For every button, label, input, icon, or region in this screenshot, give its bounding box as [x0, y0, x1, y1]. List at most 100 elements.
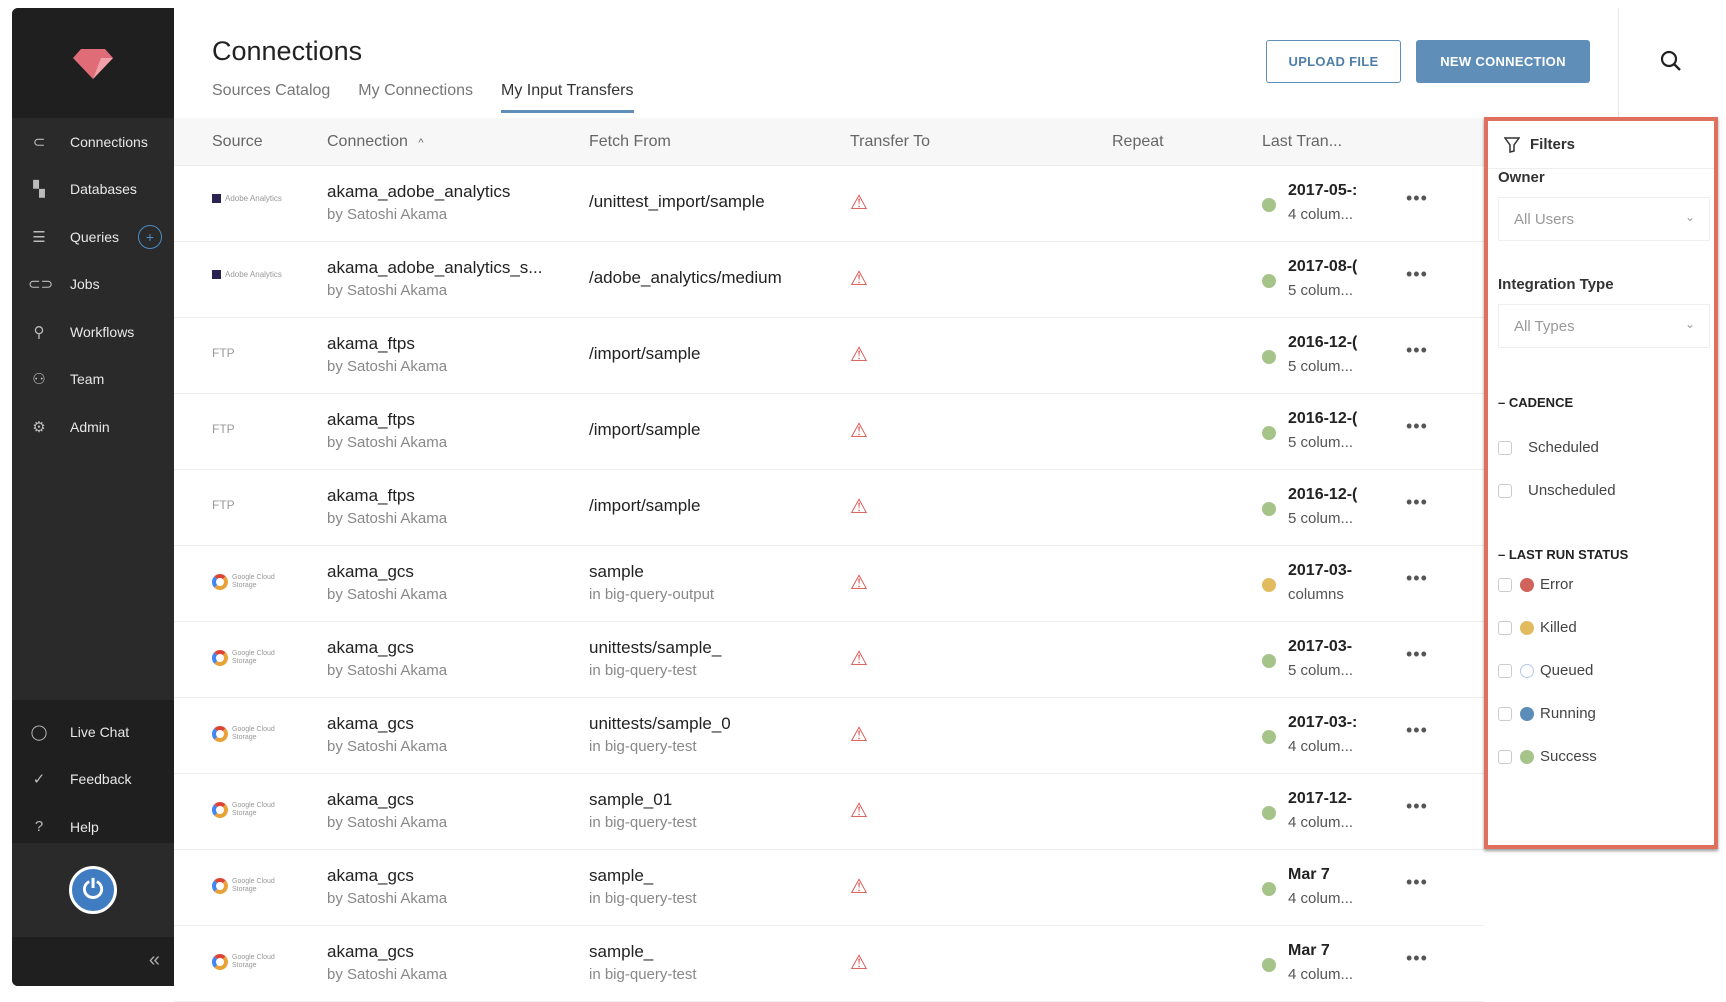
- fetch-from: unittests/sample_0: [589, 714, 731, 733]
- more-actions-icon[interactable]: •••: [1406, 492, 1428, 512]
- checkbox[interactable]: [1498, 440, 1512, 455]
- col-source[interactable]: Source: [212, 133, 263, 150]
- google-cloud-storage-logo: Google Cloud Storage: [212, 650, 278, 666]
- owner-value: All Users: [1514, 211, 1575, 228]
- col-transfer-to[interactable]: Transfer To: [850, 133, 931, 150]
- cadence-section-toggle[interactable]: – CADENCE: [1498, 395, 1574, 410]
- checkbox-status-success[interactable]: Success: [1498, 748, 1597, 765]
- ftp-logo: FTP: [212, 346, 235, 360]
- connection-name[interactable]: akama_gcs: [327, 942, 414, 961]
- connection-name[interactable]: akama_ftps: [327, 410, 415, 429]
- checkbox[interactable]: [1498, 483, 1512, 498]
- checkbox-status-queued[interactable]: Queued: [1498, 662, 1593, 679]
- checkbox-status-running[interactable]: Running: [1498, 705, 1596, 722]
- connection-name[interactable]: akama_gcs: [327, 638, 414, 657]
- sidebar-item-admin[interactable]: ⚙ Admin: [12, 403, 174, 451]
- connection-name[interactable]: akama_gcs: [327, 866, 414, 885]
- checkbox-scheduled[interactable]: Scheduled: [1498, 439, 1599, 456]
- sidebar-item-queries[interactable]: ☰ Queries +: [12, 213, 174, 261]
- more-actions-icon[interactable]: •••: [1406, 948, 1428, 968]
- tab-my-input-transfers[interactable]: My Input Transfers: [501, 82, 634, 113]
- col-last-transfer[interactable]: Last Tran...: [1262, 133, 1343, 150]
- upload-file-button[interactable]: UPLOAD FILE: [1266, 40, 1401, 83]
- connection-name[interactable]: akama_gcs: [327, 714, 414, 733]
- more-actions-icon[interactable]: •••: [1406, 416, 1428, 436]
- more-actions-icon[interactable]: •••: [1406, 644, 1428, 664]
- table-row[interactable]: FTP akama_ftps by Satoshi Akama /import/…: [174, 470, 1484, 546]
- last-transfer-columns: 5 colum...: [1288, 434, 1354, 451]
- tab-sources-catalog[interactable]: Sources Catalog: [212, 82, 331, 99]
- power-button[interactable]: ⏻: [12, 843, 174, 937]
- power-icon: ⏻: [69, 866, 117, 914]
- connection-name[interactable]: akama_ftps: [327, 334, 415, 353]
- table-row[interactable]: Adobe Analytics akama_adobe_analytics by…: [174, 166, 1484, 242]
- more-actions-icon[interactable]: •••: [1406, 264, 1428, 284]
- table-row[interactable]: FTP akama_ftps by Satoshi Akama /import/…: [174, 394, 1484, 470]
- last-transfer-columns: 4 colum...: [1288, 814, 1354, 831]
- fetch-from-bucket: in big-query-test: [589, 966, 697, 983]
- more-actions-icon[interactable]: •••: [1406, 568, 1428, 588]
- sidebar-item-live-chat[interactable]: ◯ Live Chat: [12, 708, 174, 756]
- last-transfer-date: 2016-12-(: [1288, 334, 1358, 351]
- sidebar-item-team[interactable]: ⚇ Team: [12, 356, 174, 404]
- table-row[interactable]: Adobe Analytics akama_adobe_analytics_s.…: [174, 242, 1484, 318]
- table-row[interactable]: Google Cloud Storage akama_gcs by Satosh…: [174, 774, 1484, 850]
- owner-label: Owner: [1498, 169, 1545, 186]
- connection-name[interactable]: akama_adobe_analytics: [327, 182, 511, 201]
- checkbox[interactable]: [1498, 577, 1512, 592]
- sidebar-item-label: Queries: [70, 228, 120, 245]
- google-cloud-storage-logo: Google Cloud Storage: [212, 802, 278, 818]
- sidebar-item-connections[interactable]: ⊂ Connections: [12, 118, 174, 166]
- checkbox[interactable]: [1498, 620, 1512, 635]
- sidebar-item-label: Admin: [70, 418, 110, 435]
- warning-icon: ⚠: [850, 496, 868, 518]
- connection-name[interactable]: akama_gcs: [327, 790, 414, 809]
- fetch-from-bucket: in big-query-test: [589, 662, 697, 679]
- sidebar-item-help[interactable]: ? Help: [12, 803, 174, 851]
- sidebar-item-workflows[interactable]: ⚲ Workflows: [12, 308, 174, 356]
- more-actions-icon[interactable]: •••: [1406, 340, 1428, 360]
- checkbox-label: Error: [1540, 576, 1574, 593]
- sidebar-item-databases[interactable]: ▚ Databases: [12, 166, 174, 214]
- col-fetch-from[interactable]: Fetch From: [589, 133, 671, 150]
- connection-name[interactable]: akama_gcs: [327, 562, 414, 581]
- owner-select[interactable]: All Users ⌄: [1498, 197, 1710, 241]
- fetch-from: unittests/sample_: [589, 638, 722, 657]
- checkbox[interactable]: [1498, 706, 1512, 721]
- more-actions-icon[interactable]: •••: [1406, 872, 1428, 892]
- more-actions-icon[interactable]: •••: [1406, 796, 1428, 816]
- sidebar-item-jobs[interactable]: ⊂⊃ Jobs: [12, 261, 174, 309]
- more-actions-icon[interactable]: •••: [1406, 720, 1428, 740]
- col-repeat[interactable]: Repeat: [1112, 133, 1164, 150]
- table-row[interactable]: Google Cloud Storage akama_gcs by Satosh…: [174, 698, 1484, 774]
- sidebar-item-feedback[interactable]: ✓ Feedback: [12, 756, 174, 804]
- tab-my-connections[interactable]: My Connections: [358, 82, 474, 99]
- table-row[interactable]: Google Cloud Storage akama_gcs by Satosh…: [174, 546, 1484, 622]
- col-connection[interactable]: Connection ^: [327, 133, 424, 151]
- last-transfer-date: 2017-12-: [1288, 790, 1353, 807]
- connection-name[interactable]: akama_ftps: [327, 486, 415, 505]
- divider: [1618, 8, 1619, 118]
- more-actions-icon[interactable]: •••: [1406, 188, 1428, 208]
- integration-type-select[interactable]: All Types ⌄: [1498, 304, 1710, 348]
- checkbox-status-killed[interactable]: Killed: [1498, 619, 1577, 636]
- status-dot-icon: [1520, 749, 1534, 764]
- checkbox[interactable]: [1498, 749, 1512, 764]
- table-row[interactable]: Google Cloud Storage akama_gcs by Satosh…: [174, 926, 1484, 1002]
- add-query-button[interactable]: +: [138, 224, 162, 249]
- new-connection-button[interactable]: NEW CONNECTION: [1416, 40, 1590, 83]
- workflow-icon: ⚲: [33, 323, 45, 341]
- table-row[interactable]: Google Cloud Storage akama_gcs by Satosh…: [174, 622, 1484, 698]
- search-icon[interactable]: [1660, 50, 1682, 78]
- logo[interactable]: [12, 8, 174, 118]
- connection-name[interactable]: akama_adobe_analytics_s...: [327, 258, 543, 277]
- checkbox-unscheduled[interactable]: Unscheduled: [1498, 482, 1616, 499]
- collapse-sidebar-button[interactable]: «: [12, 937, 174, 986]
- fetch-from: sample_: [589, 866, 654, 885]
- table-row[interactable]: FTP akama_ftps by Satoshi Akama /import/…: [174, 318, 1484, 394]
- last-run-status-section-toggle[interactable]: – LAST RUN STATUS: [1498, 547, 1629, 562]
- fetch-from: sample: [589, 562, 644, 581]
- table-row[interactable]: Google Cloud Storage akama_gcs by Satosh…: [174, 850, 1484, 926]
- checkbox[interactable]: [1498, 663, 1512, 678]
- checkbox-status-error[interactable]: Error: [1498, 576, 1573, 593]
